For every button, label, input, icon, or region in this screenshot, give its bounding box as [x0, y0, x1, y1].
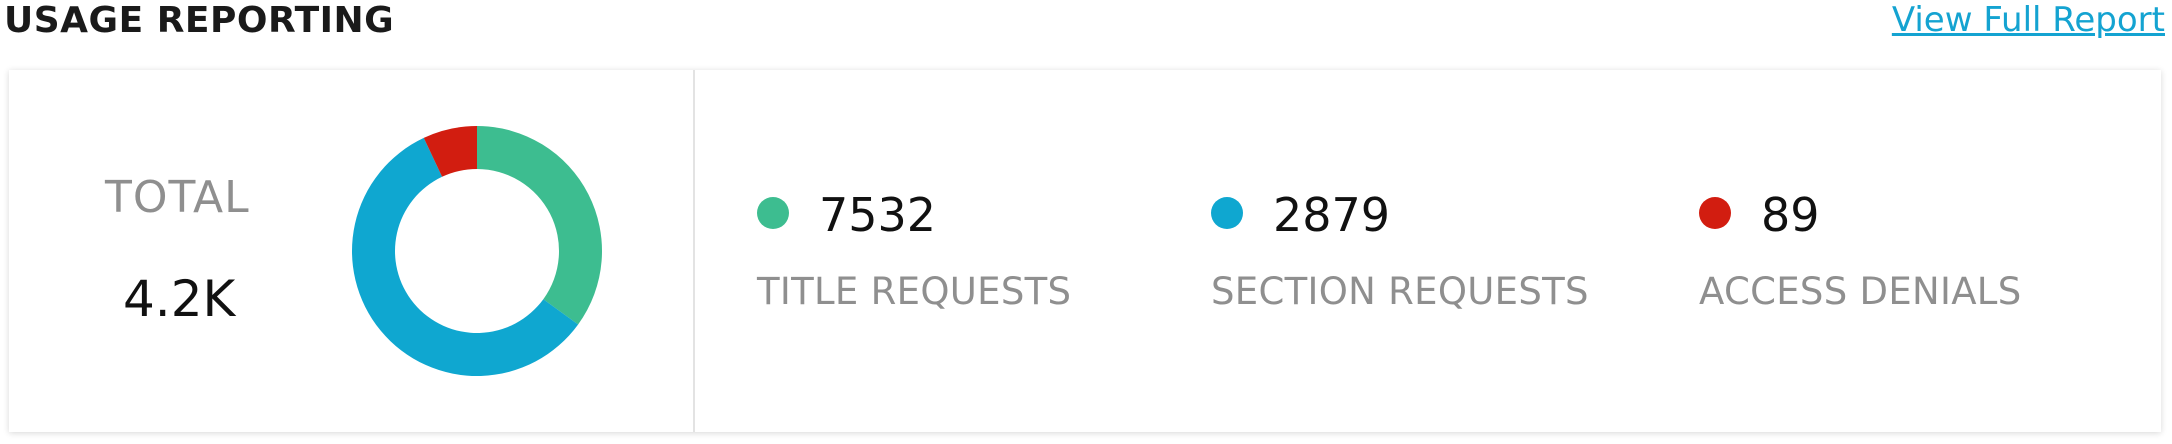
title-requests-label: TITLE REQUESTS [757, 270, 1072, 313]
section-requests-label: SECTION REQUESTS [1211, 270, 1589, 313]
page-title: USAGE REPORTING [4, 0, 395, 41]
donut-slice-section-requests [352, 137, 579, 376]
donut-slice-access-denials [423, 126, 477, 177]
total-label: TOTAL [105, 172, 250, 223]
blue-dot-icon [1211, 197, 1243, 229]
donut-slice-title-requests [477, 126, 602, 325]
section-requests-value: 2879 [1273, 188, 1391, 242]
usage-report-card: TOTAL 4.2K 7532 TITLE REQUESTS 2879 SECT… [9, 70, 2161, 432]
view-full-report-link[interactable]: View Full Report [1891, 0, 2165, 40]
usage-donut-chart [352, 126, 602, 376]
access-denials-value: 89 [1761, 188, 1820, 242]
access-denials-label: ACCESS DENIALS [1699, 270, 2022, 313]
title-requests-value: 7532 [819, 188, 937, 242]
green-dot-icon [757, 197, 789, 229]
red-dot-icon [1699, 197, 1731, 229]
total-panel: TOTAL 4.2K [9, 70, 695, 432]
total-value: 4.2K [123, 270, 236, 328]
